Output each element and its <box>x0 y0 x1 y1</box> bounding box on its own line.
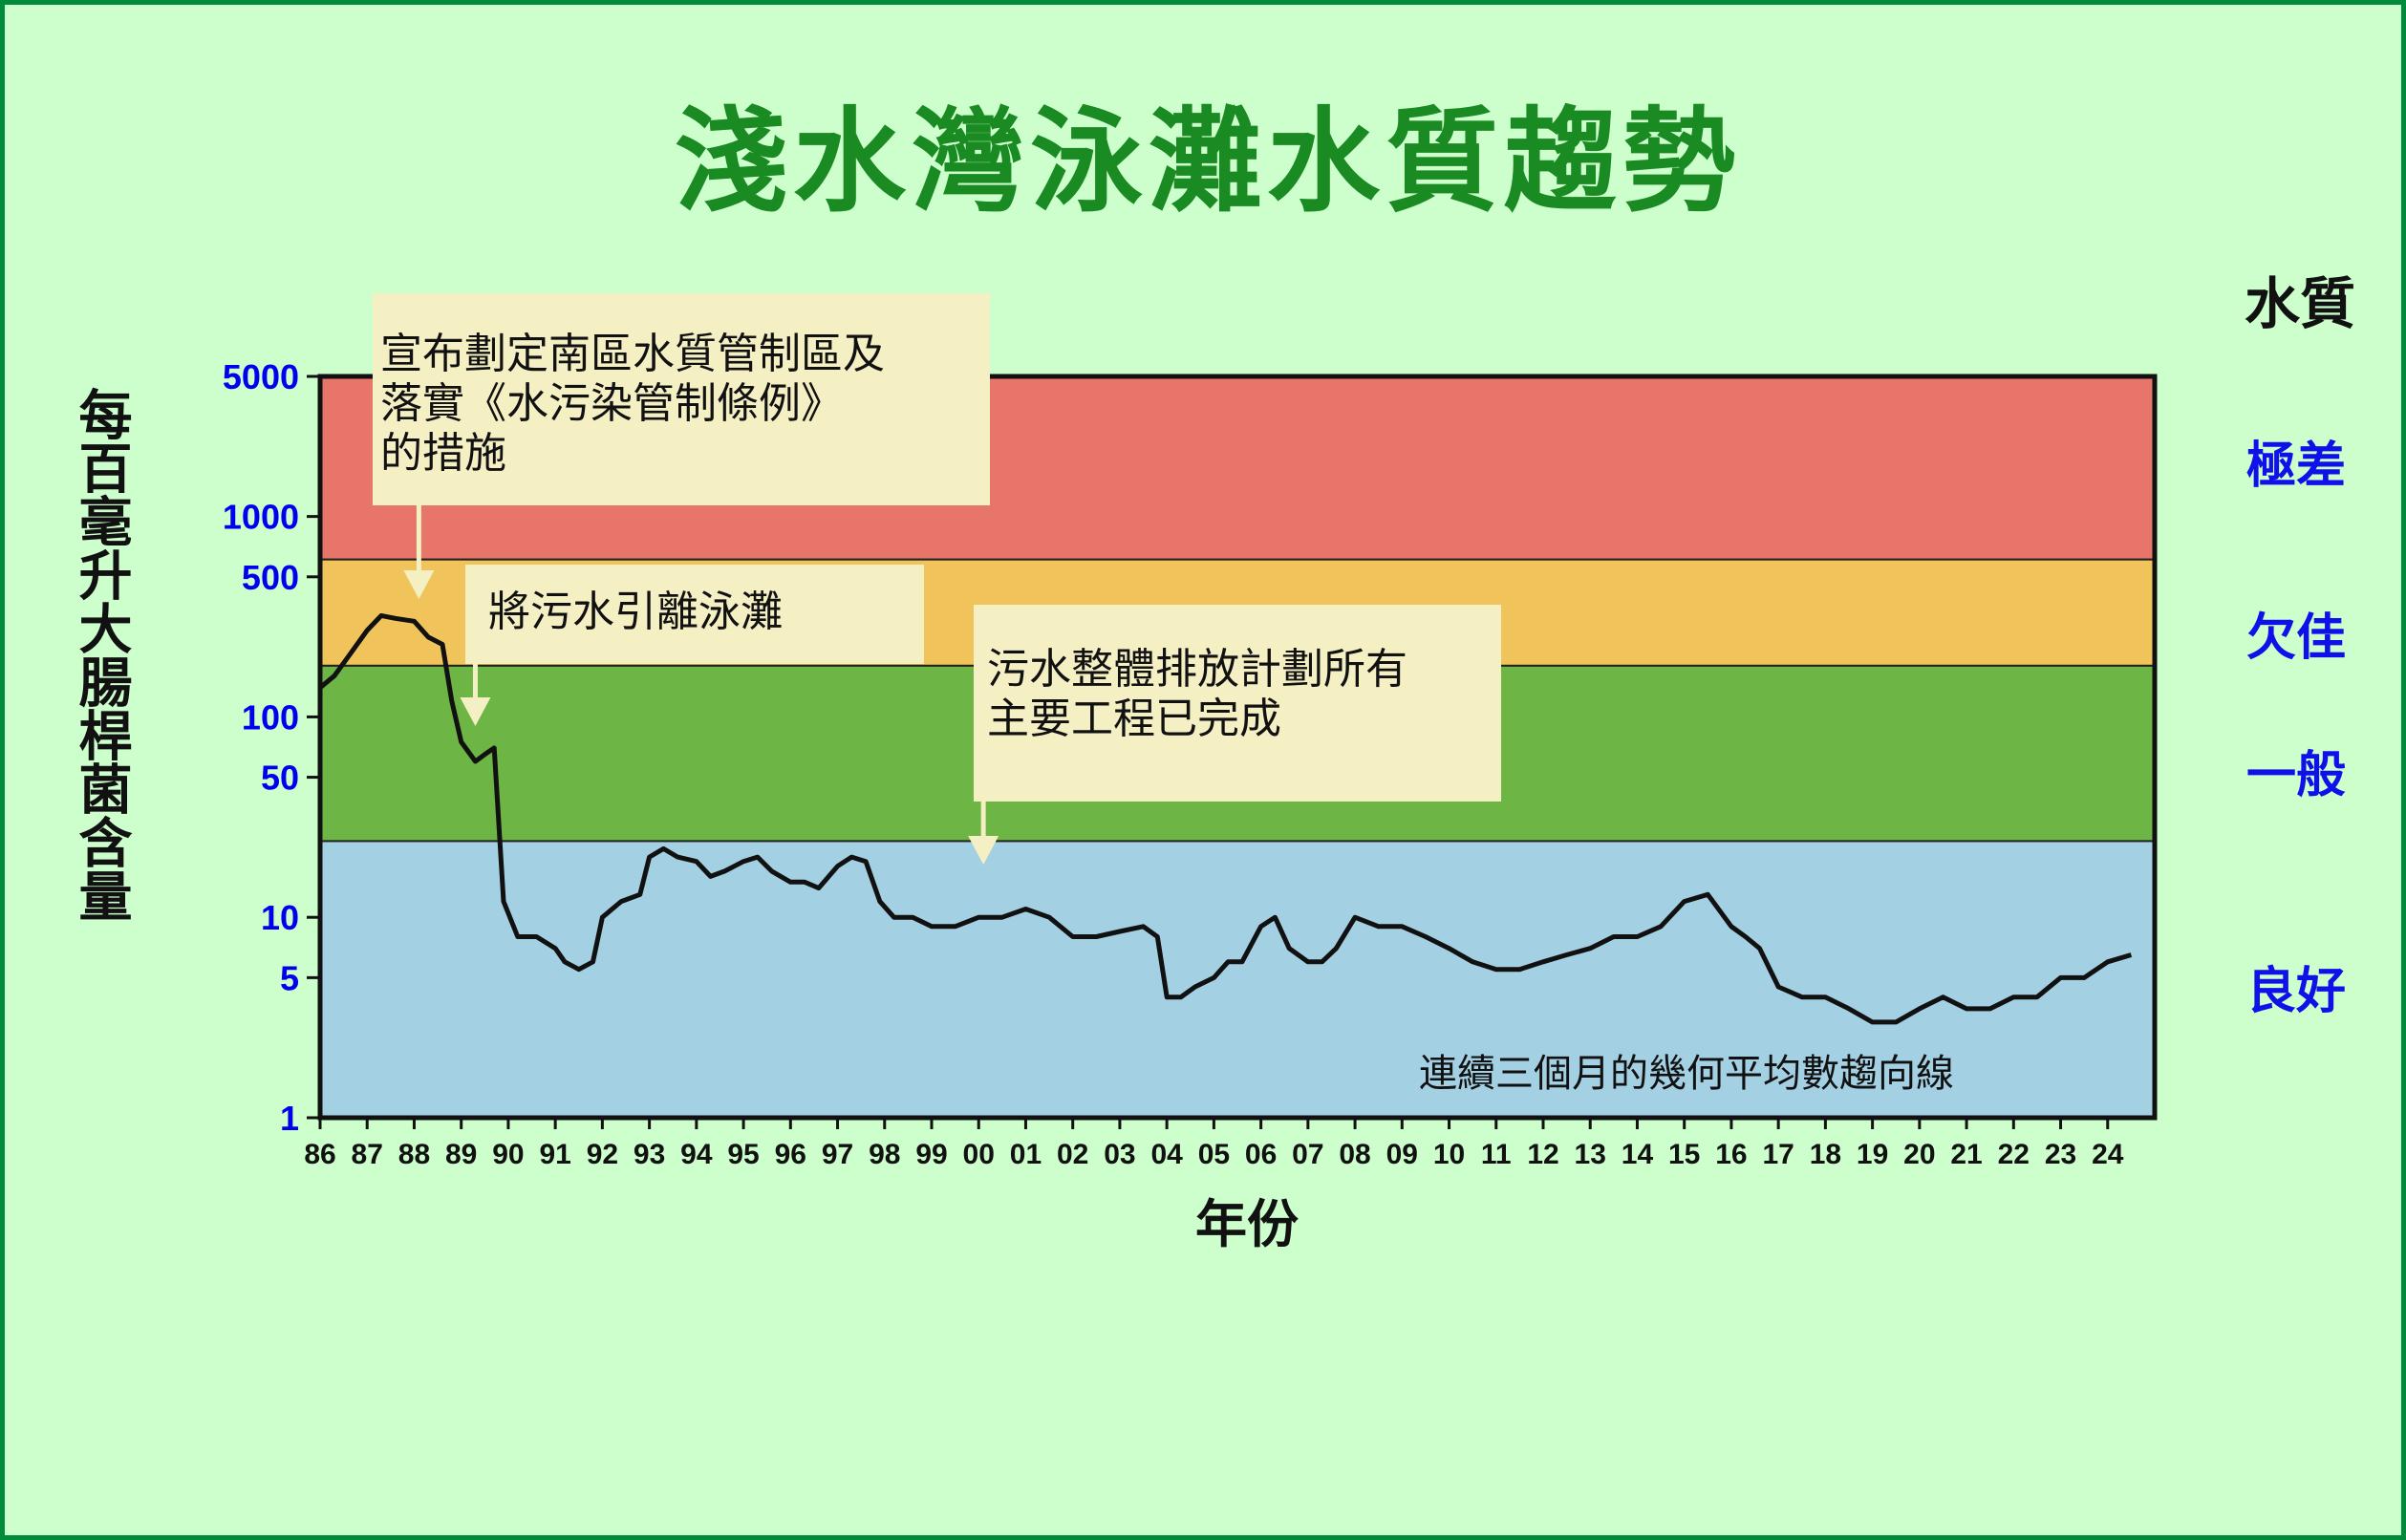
x-tick-label: 07 <box>1292 1139 1323 1170</box>
x-tick-label: 11 <box>1481 1139 1512 1170</box>
x-tick-label: 05 <box>1198 1139 1230 1170</box>
x-tick-label: 03 <box>1104 1139 1135 1170</box>
quality-band-3 <box>319 840 2156 1119</box>
annotation-arrow-head <box>460 697 491 726</box>
x-tick-label: 18 <box>1810 1139 1841 1170</box>
x-tick-label: 08 <box>1339 1139 1370 1170</box>
x-tick-label: 24 <box>2092 1139 2124 1170</box>
x-tick-label: 15 <box>1668 1139 1700 1170</box>
x-tick-label: 94 <box>680 1139 713 1170</box>
x-tick-label: 12 <box>1527 1139 1558 1170</box>
x-tick-label: 00 <box>963 1139 995 1170</box>
annotation-scheme-completed: 污水整體排放計劃所有 主要工程已完成 <box>974 605 1501 802</box>
chart-title: 淺水灣泳灘水質趨勢 <box>674 95 1741 227</box>
x-tick-label: 92 <box>587 1139 618 1170</box>
x-tick-label: 13 <box>1575 1139 1606 1170</box>
x-tick-label: 21 <box>1950 1139 1982 1170</box>
annotation-arrows <box>403 501 999 865</box>
x-tick-label: 87 <box>352 1139 383 1170</box>
plot-border <box>317 374 2158 1121</box>
x-tick-label: 01 <box>1010 1139 1042 1170</box>
x-tick-label: 20 <box>1903 1139 1935 1170</box>
y-tick-label: 100 <box>242 697 299 737</box>
quality-label-poor: 欠佳 <box>2245 609 2346 667</box>
x-tick-label: 88 <box>398 1139 430 1170</box>
y-tick-label: 500 <box>242 558 299 597</box>
y-axis-ticks: 1 5 10 50 100 500 1000 5000 <box>223 357 320 1138</box>
quality-heading: 水質 <box>2244 271 2355 336</box>
x-tick-label: 90 <box>492 1139 524 1170</box>
x-tick-label: 86 <box>304 1139 335 1170</box>
x-tick-label: 04 <box>1150 1139 1183 1170</box>
x-tick-label: 02 <box>1057 1139 1088 1170</box>
y-tick-label: 1 <box>280 1099 299 1138</box>
y-tick-label: 10 <box>261 898 299 937</box>
x-tick-label: 99 <box>915 1139 947 1170</box>
quality-label-good: 良好 <box>2245 962 2346 1020</box>
annotation-arrow-head <box>403 570 435 599</box>
y-tick-label: 5000 <box>223 357 299 396</box>
trend-line-label: 連續三個月的幾何平均數趨向線 <box>1419 1052 1954 1096</box>
x-tick-label: 96 <box>775 1139 806 1170</box>
x-tick-label: 19 <box>1857 1139 1888 1170</box>
quality-label-fair: 一般 <box>2245 746 2346 804</box>
x-tick-label: 95 <box>727 1139 759 1170</box>
x-tick-label: 91 <box>539 1139 570 1170</box>
y-tick-label: 5 <box>280 958 299 997</box>
x-tick-label: 06 <box>1245 1139 1277 1170</box>
annotation-arrow-head <box>968 836 999 865</box>
x-tick-label: 16 <box>1715 1139 1747 1170</box>
x-tick-label: 10 <box>1433 1139 1465 1170</box>
x-tick-label: 93 <box>634 1139 665 1170</box>
annotation-sewage-diverted: 將污水引離泳灘 <box>465 565 924 664</box>
y-tick-label: 50 <box>261 759 299 798</box>
quality-label-very-poor: 極差 <box>2245 437 2346 495</box>
trend-line <box>318 612 2133 1025</box>
annotation-control-zone: 宣布劃定南區水質管制區及 落實《水污染管制條例》 的措施 <box>373 293 990 505</box>
x-tick-label: 22 <box>1998 1139 2030 1170</box>
x-tick-label: 17 <box>1762 1139 1794 1170</box>
x-tick-label: 89 <box>445 1139 477 1170</box>
x-axis-ticks: 86 87 88 89 90 91 92 93 94 95 96 97 98 99 00 01 02 03 04 05… <box>304 1118 2124 1170</box>
x-tick-label: 23 <box>2045 1139 2076 1170</box>
x-tick-label: 09 <box>1386 1139 1418 1170</box>
x-tick-label: 98 <box>869 1139 900 1170</box>
y-tick-label: 1000 <box>223 498 299 537</box>
y-axis-label: 每百毫升大腸桿菌含量 <box>70 387 133 922</box>
x-tick-label: 14 <box>1622 1139 1654 1170</box>
x-tick-label: 97 <box>822 1139 853 1170</box>
x-axis-label: 年份 <box>1195 1193 1299 1254</box>
